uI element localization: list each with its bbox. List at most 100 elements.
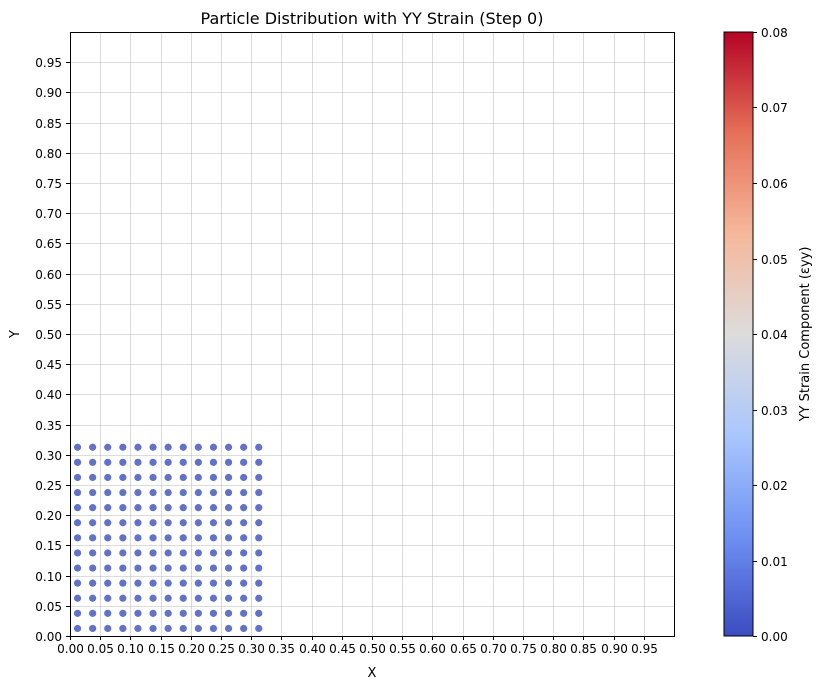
particle-point [149, 458, 157, 466]
grid-lines [70, 32, 674, 637]
particle-point [149, 624, 157, 633]
y-tick-label: 0.20 [35, 509, 62, 523]
particle-point [149, 504, 157, 512]
particle-point [89, 488, 97, 497]
particle-point [179, 594, 187, 602]
particle-point [89, 579, 97, 587]
particle-point [164, 579, 172, 587]
y-tick-label: 0.00 [35, 630, 62, 644]
x-tick-label: 0.45 [329, 642, 356, 656]
particle-point [209, 564, 218, 572]
particle-point [209, 609, 218, 617]
particle-point [164, 594, 172, 602]
x-tick-label: 0.80 [540, 642, 567, 656]
particle-point [134, 534, 142, 542]
particle-point [224, 443, 233, 451]
particle-point [104, 579, 112, 587]
particle-point [164, 549, 172, 557]
particle-point [224, 564, 233, 572]
colorbar-ticks: 0.00 0.01 0.02 0.03 0.04 0.05 0.06 0.07 0.08 [753, 26, 788, 644]
particle-point [149, 564, 157, 572]
x-tick-label: 0.85 [570, 642, 597, 656]
particle-point [134, 488, 142, 497]
particle-point [240, 473, 248, 482]
particle-point [89, 519, 97, 527]
particle-point [104, 609, 112, 617]
particle-point [119, 519, 127, 527]
particle-point [255, 564, 263, 572]
particle-point [224, 519, 233, 527]
particle-point [134, 609, 142, 617]
y-tick-label: 0.55 [35, 298, 62, 312]
particle-point [73, 534, 82, 542]
particle-point [119, 488, 127, 497]
particle-point [255, 624, 263, 633]
particle-point [224, 534, 233, 542]
particle-point [240, 534, 248, 542]
particle-point [164, 624, 172, 633]
x-tick-label: 0.25 [208, 642, 235, 656]
particle-point [255, 488, 263, 497]
particle-point [240, 519, 248, 527]
y-tick-label: 0.60 [35, 268, 62, 282]
particle-point [134, 458, 142, 466]
y-axis-ticks: 0.00 0.05 0.10 0.15 0.20 0.25 0.30 0.35 0.40 0.45… [35, 56, 70, 644]
x-tick-label: 0.20 [178, 642, 205, 656]
particle-point [179, 564, 187, 572]
particle-point [149, 488, 157, 497]
particle-point [73, 624, 82, 633]
particle-point [255, 519, 263, 527]
particle-point [164, 534, 172, 542]
particle-point [164, 473, 172, 482]
particle-point [73, 549, 82, 557]
particle-point [179, 579, 187, 587]
particle-point [73, 594, 82, 602]
particle-point [134, 504, 142, 512]
x-tick-label: 0.60 [419, 642, 446, 656]
colorbar-tick-label: 0.03 [761, 404, 788, 418]
particle-point [134, 549, 142, 557]
particle-point [104, 488, 112, 497]
particle-point [164, 609, 172, 617]
particle-point [104, 624, 112, 633]
particle-point [104, 594, 112, 602]
particle-point [164, 488, 172, 497]
y-tick-label: 0.70 [35, 207, 62, 221]
particle-point [209, 473, 218, 482]
y-tick-label: 0.50 [35, 328, 62, 342]
y-tick-label: 0.45 [35, 358, 62, 372]
colorbar-tick-label: 0.01 [761, 555, 788, 569]
particle-point [240, 504, 248, 512]
particle-point [240, 458, 248, 466]
chart-title: Particle Distribution with YY Strain (St… [201, 9, 544, 28]
particle-point [224, 473, 233, 482]
y-tick-label: 0.15 [35, 539, 62, 553]
particle-point [209, 579, 218, 587]
colorbar-tick-label: 0.07 [761, 101, 788, 115]
particle-point [119, 549, 127, 557]
particle-point [224, 594, 233, 602]
particle-point [119, 443, 127, 451]
particle-point [73, 564, 82, 572]
y-tick-label: 0.65 [35, 237, 62, 251]
particle-point [73, 458, 82, 466]
particle-point [255, 473, 263, 482]
particle-point [209, 549, 218, 557]
particle-point [119, 534, 127, 542]
colorbar-tick-label: 0.05 [761, 253, 788, 267]
x-tick-label: 0.50 [359, 642, 386, 656]
particle-point [255, 594, 263, 602]
particle-point [104, 504, 112, 512]
colorbar-tick-label: 0.00 [761, 630, 788, 644]
particle-point [119, 579, 127, 587]
particle-point [240, 564, 248, 572]
y-tick-label: 0.80 [35, 147, 62, 161]
particle-point [255, 579, 263, 587]
particle-point [209, 624, 218, 633]
particle-point [194, 624, 202, 633]
particle-point [164, 458, 172, 466]
particle-point [89, 594, 97, 602]
colorbar-tick-label: 0.04 [761, 328, 788, 342]
particle-point [149, 579, 157, 587]
